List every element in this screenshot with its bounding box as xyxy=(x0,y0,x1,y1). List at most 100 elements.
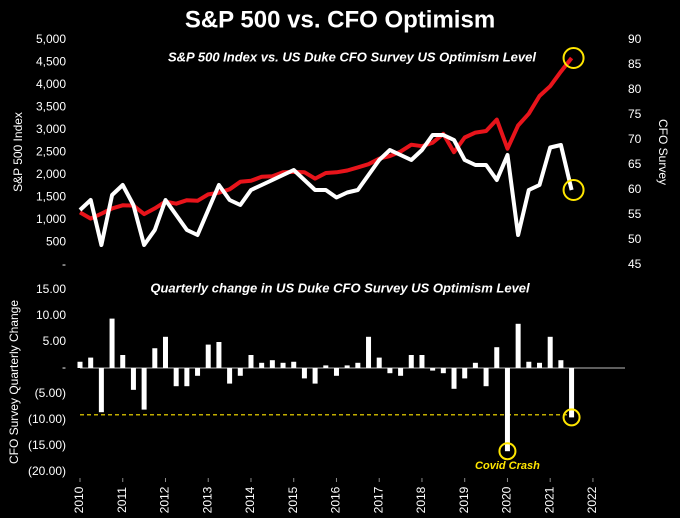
y-tick-label: 5.00 xyxy=(43,334,67,348)
y2-tick-label: 65 xyxy=(628,157,642,171)
y-tick-label: 4,500 xyxy=(36,55,66,69)
y-tick-label: 5,000 xyxy=(36,32,66,46)
bar xyxy=(440,368,446,374)
bar xyxy=(130,368,136,390)
y2-tick-label: 75 xyxy=(628,107,642,121)
x-tick-label: 2017 xyxy=(371,486,385,513)
bar xyxy=(494,347,500,368)
subtitle: Quarterly change in US Duke CFO Survey U… xyxy=(150,280,530,295)
bar xyxy=(173,368,179,387)
bar xyxy=(291,361,297,368)
y2-tick-label: 55 xyxy=(628,207,642,221)
y-tick-label: 15.00 xyxy=(36,282,66,296)
bar xyxy=(537,362,543,368)
y2-tick-label: 85 xyxy=(628,57,642,71)
y-tick-label: 3,000 xyxy=(36,122,66,136)
bar xyxy=(569,368,575,418)
y-tick-label: 4,000 xyxy=(36,77,66,91)
bar xyxy=(280,362,286,368)
y2-tick-label: 50 xyxy=(628,232,642,246)
bar xyxy=(366,336,372,368)
bar xyxy=(152,348,158,368)
data-line xyxy=(78,133,574,247)
x-tick-label: 2015 xyxy=(286,486,300,513)
bar xyxy=(462,368,468,379)
bar xyxy=(526,361,532,368)
bar xyxy=(408,355,414,368)
x-tick-label: 2010 xyxy=(72,486,86,513)
bar xyxy=(376,357,382,368)
bar xyxy=(88,357,94,368)
bar xyxy=(216,342,222,368)
y-axis-label: S&P 500 Index xyxy=(11,112,25,192)
y-tick-label: 3,500 xyxy=(36,100,66,114)
bar xyxy=(227,368,233,384)
y2-tick-label: 90 xyxy=(628,32,642,46)
bar xyxy=(184,368,190,387)
y-tick-label: 10.00 xyxy=(36,308,66,322)
bar xyxy=(109,318,115,368)
bar xyxy=(504,368,510,452)
y2-tick-label: 70 xyxy=(628,132,642,146)
bar xyxy=(430,368,436,371)
bar xyxy=(301,368,307,379)
y-tick-label: (20.00) xyxy=(28,464,66,478)
x-tick-label: 2011 xyxy=(115,487,129,513)
y-tick-label: (5.00) xyxy=(35,386,66,400)
bar xyxy=(515,323,521,368)
bar xyxy=(120,355,126,368)
subtitle: S&P 500 Index vs. US Duke CFO Survey US … xyxy=(168,49,536,64)
bar xyxy=(472,362,478,368)
bar xyxy=(98,368,104,413)
bar xyxy=(483,368,489,387)
bar xyxy=(162,336,168,368)
bar xyxy=(141,368,147,410)
x-tick-label: 2012 xyxy=(158,486,172,513)
x-tick-label: 2014 xyxy=(243,486,257,513)
y2-tick-label: 45 xyxy=(628,257,642,271)
bar xyxy=(237,368,243,376)
y2-axis-label: CFO Survey xyxy=(656,119,670,185)
bar xyxy=(558,360,564,368)
highlight-circle xyxy=(562,179,585,201)
chart-title: S&P 500 vs. CFO Optimism xyxy=(185,6,495,33)
annotation: Covid Crash xyxy=(475,460,540,472)
bar xyxy=(387,368,393,374)
bar xyxy=(451,368,457,389)
y-tick-label: 1,500 xyxy=(36,190,66,204)
bar xyxy=(259,362,265,368)
bar xyxy=(419,355,425,368)
y-tick-label: - xyxy=(62,257,66,271)
y2-tick-label: 80 xyxy=(628,82,642,96)
bar xyxy=(195,368,201,376)
y-axis-label: CFO Survey Quarterly Change xyxy=(7,300,21,464)
y-tick-label: 2,500 xyxy=(36,145,66,159)
x-tick-label: 2013 xyxy=(200,486,214,513)
bar xyxy=(312,368,318,384)
highlight-circle xyxy=(562,408,581,427)
x-tick-label: 2021 xyxy=(542,486,556,513)
y-tick-label: (10.00) xyxy=(28,412,66,426)
highlight-circle xyxy=(562,47,585,69)
bar xyxy=(344,365,350,368)
x-tick-label: 2019 xyxy=(457,486,471,513)
data-line xyxy=(78,56,574,221)
y-tick-label: (15.00) xyxy=(28,438,66,452)
x-tick-label: 2022 xyxy=(585,486,599,513)
y-tick-label: 500 xyxy=(46,235,66,249)
highlight-circle xyxy=(498,442,517,461)
y-tick-label: 1,000 xyxy=(36,212,66,226)
x-tick-label: 2018 xyxy=(414,486,428,513)
bar xyxy=(398,368,404,376)
bar xyxy=(269,360,275,368)
bar xyxy=(333,368,339,376)
bar xyxy=(205,344,211,368)
y-tick-label: 2,000 xyxy=(36,167,66,181)
y-tick-label: - xyxy=(62,360,66,374)
y2-tick-label: 60 xyxy=(628,182,642,196)
x-tick-label: 2016 xyxy=(329,486,343,513)
bar xyxy=(248,355,254,368)
bar xyxy=(547,336,553,368)
